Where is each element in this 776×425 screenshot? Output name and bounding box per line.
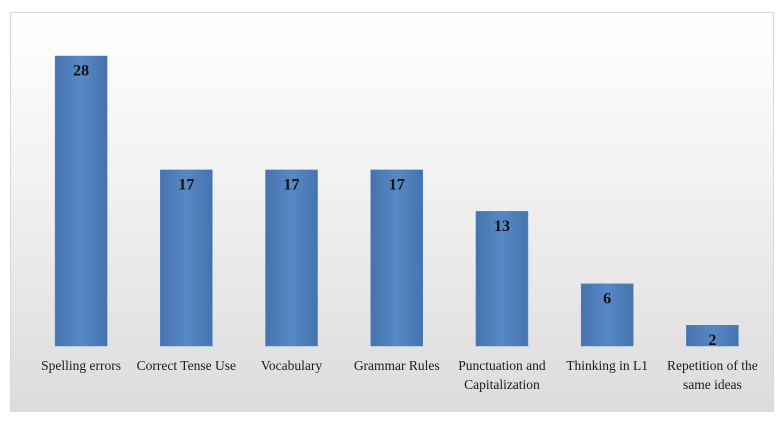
bar	[265, 169, 318, 347]
x-tick-label: Spelling errors	[41, 358, 122, 373]
bar	[160, 169, 213, 347]
x-tick-label: Vocabulary	[260, 358, 323, 373]
value-label: 17	[284, 177, 300, 194]
bar	[580, 283, 634, 347]
bar	[54, 55, 108, 347]
value-label: 2	[708, 332, 716, 349]
value-label: 17	[389, 177, 405, 194]
bar	[686, 325, 739, 347]
bar	[475, 211, 529, 347]
x-tick-label: Repetition of the same ideas	[667, 358, 758, 392]
bar	[370, 169, 423, 347]
x-tick-label: Punctuation and Capitalization	[458, 358, 546, 392]
x-tick-label: Grammar Rules	[353, 358, 440, 373]
value-label: 6	[603, 291, 611, 308]
value-label: 17	[178, 177, 194, 194]
x-tick-label: Correct Tense Use	[136, 358, 236, 373]
value-label: 28	[73, 63, 89, 80]
x-tick-label: Thinking in L1	[566, 358, 649, 373]
value-label: 13	[494, 218, 510, 235]
